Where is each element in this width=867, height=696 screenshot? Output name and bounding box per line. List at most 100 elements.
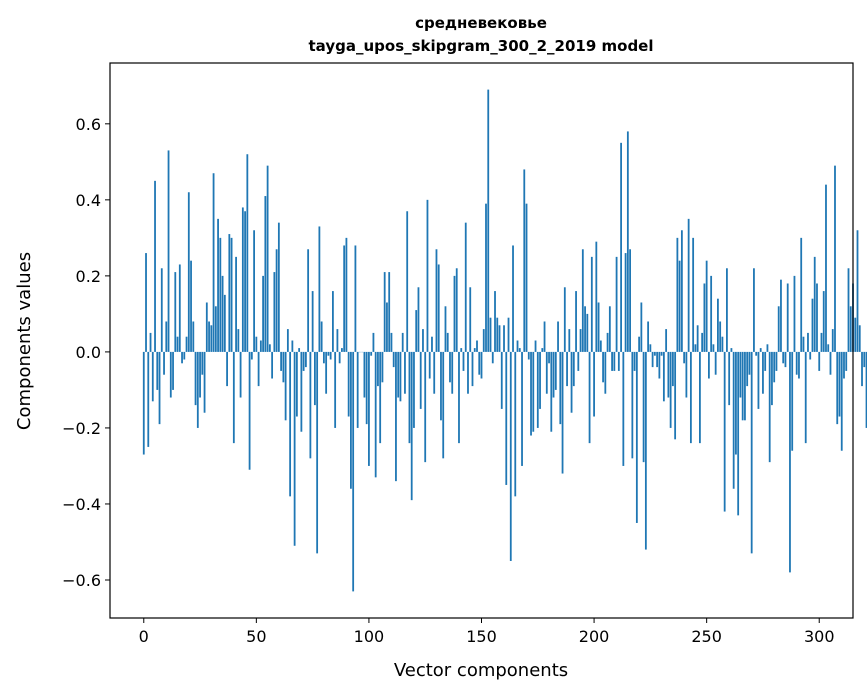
bar-component-149: [478, 351, 481, 375]
bar-component-233: [667, 351, 670, 398]
bar-component-89: [343, 245, 346, 352]
bar-component-270: [750, 351, 753, 554]
bar-component-177: [541, 348, 544, 352]
bar-component-131: [437, 264, 440, 352]
bar-component-197: [586, 313, 589, 352]
bar-component-163: [509, 351, 512, 561]
bar-component-102: [372, 332, 375, 352]
bar-component-305: [829, 351, 832, 375]
bar-component-194: [579, 329, 582, 352]
bar-component-312: [845, 351, 848, 371]
bar-component-41: [235, 256, 237, 352]
y-tick-label: −0.2: [62, 419, 101, 438]
bar-component-157: [496, 317, 499, 352]
bar-component-90: [345, 237, 348, 352]
bar-component-167: [518, 348, 521, 352]
bar-component-234: [669, 351, 672, 428]
bar-component-210: [615, 256, 618, 352]
bar-component-46: [246, 154, 249, 352]
bar-component-246: [696, 325, 699, 352]
bar-component-227: [653, 351, 656, 356]
bar-component-45: [244, 211, 246, 352]
bar-component-158: [498, 325, 501, 352]
bar-component-188: [566, 351, 568, 387]
bar-component-86: [336, 329, 339, 352]
bar-component-214: [624, 253, 627, 352]
bar-component-107: [383, 272, 386, 352]
bar-component-321: [865, 351, 867, 428]
bar-component-231: [662, 351, 665, 402]
bar-component-225: [649, 344, 652, 352]
bar-component-127: [428, 351, 431, 379]
bar-component-126: [426, 199, 429, 352]
bar-component-16: [178, 264, 181, 352]
y-tick-label: 0.0: [76, 343, 101, 362]
bar-component-252: [710, 275, 713, 352]
bar-component-84: [332, 291, 334, 352]
bar-component-202: [597, 302, 600, 352]
bar-component-178: [543, 321, 546, 352]
bar-component-73: [307, 249, 310, 352]
bar-component-244: [692, 237, 695, 352]
bar-component-161: [505, 351, 508, 485]
bar-component-262: [732, 351, 735, 489]
bar-component-101: [370, 351, 373, 356]
bar-component-181: [550, 351, 553, 432]
bar-component-198: [588, 351, 591, 444]
bar-component-242: [687, 218, 690, 352]
bar-component-267: [744, 351, 746, 421]
bar-component-39: [230, 237, 233, 352]
bar-component-59: [275, 249, 278, 352]
bar-component-232: [665, 329, 668, 352]
bar-component-282: [777, 306, 780, 352]
x-tick-label: 200: [579, 627, 610, 646]
x-tick-label: 150: [466, 627, 497, 646]
bar-component-241: [685, 351, 688, 398]
x-axis-ticks: 0 50 100 150 200 250 300: [139, 618, 835, 646]
bar-component-25: [199, 351, 201, 398]
bar-component-195: [581, 249, 584, 352]
bar-component-159: [500, 351, 503, 409]
x-axis-label: Vector components: [394, 660, 568, 681]
bar-component-146: [471, 351, 474, 387]
bar-component-218: [633, 351, 636, 371]
bar-component-222: [642, 351, 645, 463]
bar-component-50: [255, 336, 258, 352]
bar-component-237: [676, 237, 679, 352]
bar-component-85: [334, 351, 337, 428]
bar-component-320: [863, 351, 866, 368]
bar-component-189: [568, 329, 571, 352]
bar-component-171: [527, 351, 530, 360]
bar-component-272: [755, 351, 758, 356]
bar-component-123: [419, 351, 422, 409]
bar-component-70: [300, 351, 303, 432]
bar-component-261: [730, 348, 733, 352]
bar-component-176: [539, 351, 541, 409]
bar-component-204: [602, 351, 604, 383]
bar-component-109: [388, 272, 391, 352]
x-tick-label: 250: [691, 627, 722, 646]
bar-component-145: [469, 287, 472, 352]
bar-component-152: [485, 203, 487, 352]
y-tick-label: 0.2: [76, 267, 101, 286]
bar-component-12: [169, 351, 172, 398]
bar-series: [142, 89, 867, 592]
bar-component-31: [212, 173, 215, 352]
bar-component-211: [617, 351, 620, 371]
bar-component-130: [435, 249, 438, 352]
bar-component-203: [599, 340, 602, 352]
bar-component-280: [773, 351, 776, 383]
bar-component-309: [838, 351, 841, 417]
bar-component-217: [631, 351, 634, 459]
bar-component-253: [712, 344, 715, 352]
bar-component-207: [608, 306, 611, 352]
bar-component-316: [854, 317, 857, 352]
bar-component-7: [158, 351, 161, 425]
bar-component-147: [473, 348, 476, 352]
bar-component-278: [768, 351, 771, 463]
bar-component-92: [350, 351, 352, 489]
bar-component-2: [147, 351, 150, 447]
bar-component-263: [735, 351, 737, 455]
y-tick-label: −0.6: [62, 571, 101, 590]
bar-component-9: [163, 351, 165, 375]
